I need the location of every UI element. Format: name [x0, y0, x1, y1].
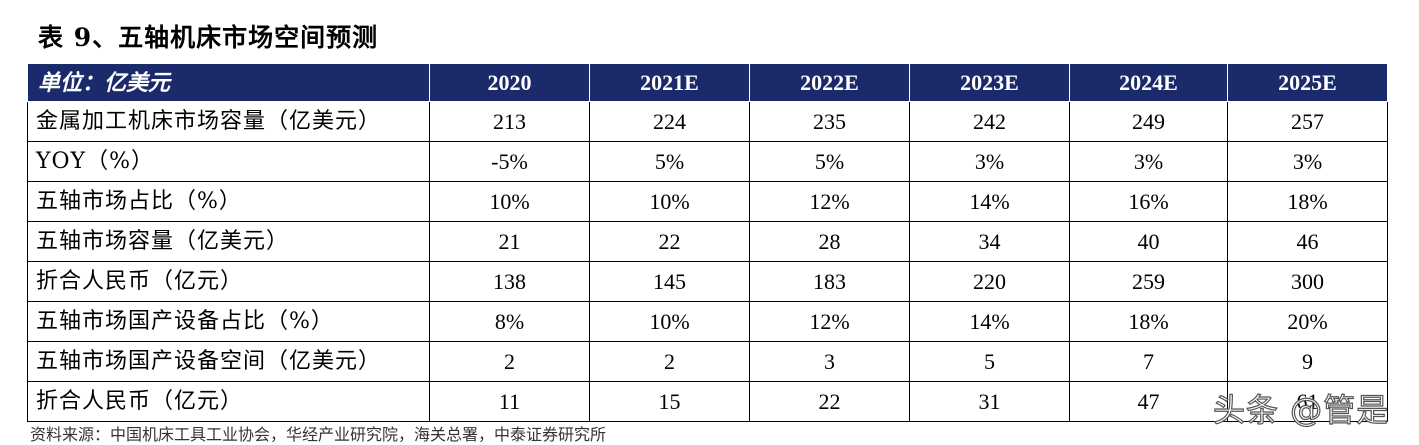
row-label-cell: 五轴市场国产设备空间（亿美元） [27, 341, 430, 382]
year-header-cell: 2024E [1069, 63, 1228, 102]
value-cell: 220 [909, 261, 1070, 302]
table-title: 表 9、五轴机床市场空间预测 [38, 23, 379, 52]
value-cell: 3% [909, 141, 1070, 182]
table-row: YOY（%） -5% 5% 5% 3% 3% 3% [27, 141, 1388, 182]
table-row: 金属加工机床市场容量（亿美元） 213 224 235 242 249 257 [27, 101, 1388, 142]
year-header-cell: 2023E [909, 63, 1070, 102]
value-cell: 15 [589, 381, 750, 422]
value-cell: 46 [1227, 221, 1388, 262]
value-cell: 5% [589, 141, 750, 182]
value-cell: 61 [1227, 381, 1388, 422]
table-row: 折合人民币（亿元） 11 15 22 31 47 61 [27, 381, 1388, 422]
value-cell: 3% [1227, 141, 1388, 182]
value-cell: 12% [749, 301, 910, 342]
row-label-cell: 金属加工机床市场容量（亿美元） [27, 101, 430, 142]
value-cell: 22 [589, 221, 750, 262]
value-cell: 12% [749, 181, 910, 222]
value-cell: 28 [749, 221, 910, 262]
source-footnote: 资料来源：中国机床工具工业协会，华经产业研究院，海关总署，中泰证券研究所 [30, 425, 607, 444]
value-cell: 2 [589, 341, 750, 382]
value-cell: 18% [1069, 301, 1228, 342]
market-forecast-table: 单位：亿美元 2020 2021E 2022E 2023E 2024E 2025… [27, 63, 1388, 422]
value-cell: -5% [429, 141, 590, 182]
table-row: 五轴市场占比（%） 10% 10% 12% 14% 16% 18% [27, 181, 1388, 222]
value-cell: 34 [909, 221, 1070, 262]
year-header-cell: 2025E [1227, 63, 1388, 102]
table-row: 五轴市场容量（亿美元） 21 22 28 34 40 46 [27, 221, 1388, 262]
value-cell: 7 [1069, 341, 1228, 382]
value-cell: 9 [1227, 341, 1388, 382]
unit-header-cell: 单位：亿美元 [27, 63, 430, 102]
table-row: 折合人民币（亿元） 138 145 183 220 259 300 [27, 261, 1388, 302]
year-header-cell: 2022E [749, 63, 910, 102]
value-cell: 138 [429, 261, 590, 302]
value-cell: 3% [1069, 141, 1228, 182]
value-cell: 21 [429, 221, 590, 262]
value-cell: 5% [749, 141, 910, 182]
row-label-cell: YOY（%） [27, 141, 430, 182]
value-cell: 20% [1227, 301, 1388, 342]
value-cell: 14% [909, 301, 1070, 342]
value-cell: 8% [429, 301, 590, 342]
value-cell: 18% [1227, 181, 1388, 222]
row-label-cell: 五轴市场容量（亿美元） [27, 221, 430, 262]
table-header: 单位：亿美元 2020 2021E 2022E 2023E 2024E 2025… [27, 63, 1388, 102]
year-header-cell: 2021E [589, 63, 750, 102]
row-label-cell: 折合人民币（亿元） [27, 381, 430, 422]
table-body: 金属加工机床市场容量（亿美元） 213 224 235 242 249 257 … [27, 101, 1388, 422]
value-cell: 213 [429, 101, 590, 142]
watermark-logo: 头条 @管是 [1212, 390, 1390, 429]
value-cell: 259 [1069, 261, 1228, 302]
value-cell: 257 [1227, 101, 1388, 142]
value-cell: 242 [909, 101, 1070, 142]
value-cell: 10% [589, 181, 750, 222]
value-cell: 40 [1069, 221, 1228, 262]
value-cell: 11 [429, 381, 590, 422]
value-cell: 14% [909, 181, 1070, 222]
value-cell: 22 [749, 381, 910, 422]
value-cell: 10% [429, 181, 590, 222]
value-cell: 249 [1069, 101, 1228, 142]
value-cell: 47 [1069, 381, 1228, 422]
header-row: 单位：亿美元 2020 2021E 2022E 2023E 2024E 2025… [27, 63, 1388, 102]
value-cell: 300 [1227, 261, 1388, 302]
value-cell: 224 [589, 101, 750, 142]
row-label-cell: 五轴市场占比（%） [27, 181, 430, 222]
value-cell: 5 [909, 341, 1070, 382]
year-header-cell: 2020 [429, 63, 590, 102]
value-cell: 3 [749, 341, 910, 382]
value-cell: 235 [749, 101, 910, 142]
value-cell: 31 [909, 381, 1070, 422]
row-label-cell: 折合人民币（亿元） [27, 261, 430, 302]
value-cell: 145 [589, 261, 750, 302]
table-row: 五轴市场国产设备占比（%） 8% 10% 12% 14% 18% 20% [27, 301, 1388, 342]
value-cell: 10% [589, 301, 750, 342]
value-cell: 2 [429, 341, 590, 382]
value-cell: 16% [1069, 181, 1228, 222]
row-label-cell: 五轴市场国产设备占比（%） [27, 301, 430, 342]
table-row: 五轴市场国产设备空间（亿美元） 2 2 3 5 7 9 [27, 341, 1388, 382]
value-cell: 183 [749, 261, 910, 302]
